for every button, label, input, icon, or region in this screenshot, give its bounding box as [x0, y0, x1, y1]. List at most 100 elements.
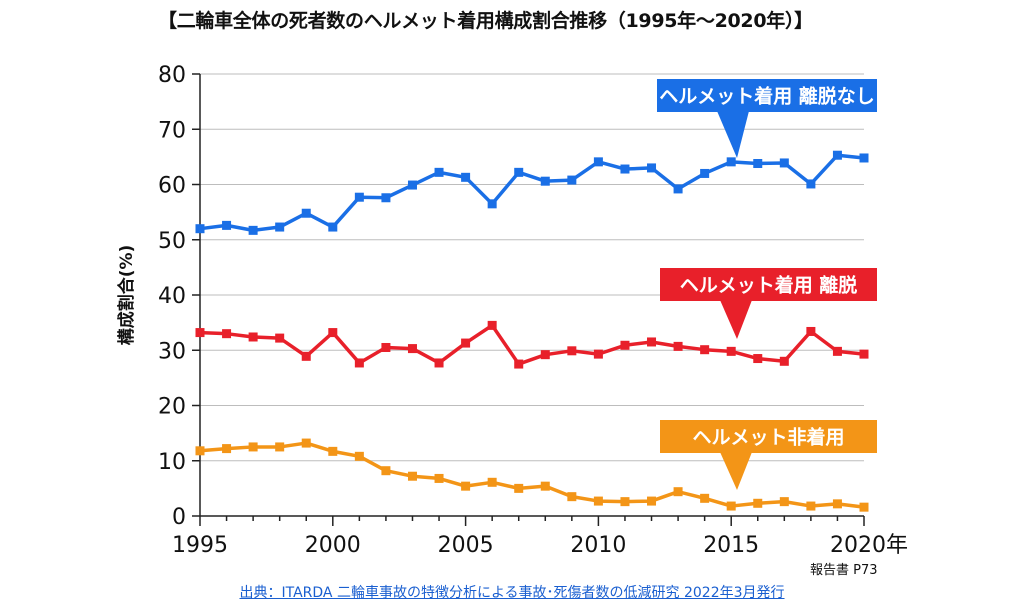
- data-point: [434, 167, 444, 177]
- x-tick-label: 2005: [438, 533, 494, 558]
- data-point: [647, 496, 657, 506]
- report-reference: 報告書 P73: [810, 563, 878, 578]
- data-point: [434, 358, 444, 368]
- data-point: [222, 444, 232, 454]
- legend-callout: ヘルメット非着用: [660, 420, 877, 490]
- data-point: [275, 333, 285, 343]
- axes-layer: 0 10 20 30 40 50 60 70 80 1995 2000 2005 2010 2015 202…: [116, 63, 908, 558]
- data-point: [647, 163, 657, 173]
- data-point: [540, 350, 550, 360]
- data-point: [381, 342, 391, 352]
- data-point: [195, 446, 205, 456]
- chart-title: 【二輪車全体の死者数のヘルメット着用構成割合推移（1995年～2020年）】: [158, 10, 813, 32]
- data-point: [726, 157, 736, 167]
- data-point: [434, 473, 444, 483]
- data-point: [726, 346, 736, 356]
- data-point: [407, 180, 417, 190]
- data-point: [779, 356, 789, 366]
- y-tick-label: 30: [158, 339, 186, 364]
- data-point: [779, 158, 789, 168]
- data-point: [514, 483, 524, 493]
- x-tick-label: 2000: [305, 533, 361, 558]
- data-point: [593, 496, 603, 506]
- y-tick-label: 20: [158, 395, 186, 420]
- data-point: [832, 499, 842, 509]
- data-point: [567, 175, 577, 185]
- data-point: [540, 481, 550, 491]
- data-point: [381, 466, 391, 476]
- data-point: [726, 501, 736, 511]
- data-point: [301, 438, 311, 448]
- data-point: [301, 351, 311, 361]
- data-point: [487, 477, 497, 487]
- data-point: [275, 222, 285, 232]
- legend-label: ヘルメット非着用: [692, 426, 844, 449]
- data-point: [195, 224, 205, 234]
- data-point: [567, 492, 577, 502]
- data-point: [673, 487, 683, 497]
- data-point: [248, 225, 258, 235]
- data-point: [275, 442, 285, 452]
- data-point: [806, 501, 816, 511]
- data-point: [328, 446, 338, 456]
- x-tick-label: 2015: [703, 533, 759, 558]
- series-line: [199, 323, 865, 366]
- data-point: [806, 326, 816, 336]
- data-point: [487, 199, 497, 209]
- data-point: [832, 346, 842, 356]
- data-point: [540, 176, 550, 186]
- legend-pointer: [717, 111, 749, 158]
- grid-layer: [200, 73, 864, 462]
- data-point: [647, 337, 657, 347]
- data-point: [461, 481, 471, 491]
- legend-box: [657, 79, 877, 112]
- data-point: [593, 157, 603, 167]
- x-tick-label: 2010: [570, 533, 626, 558]
- y-tick-label: 10: [158, 450, 186, 475]
- y-tick-label: 80: [158, 63, 186, 88]
- data-point: [753, 354, 763, 364]
- data-point: [407, 344, 417, 354]
- legend-label: ヘルメット着用 離脱なし: [659, 85, 875, 108]
- data-point: [195, 328, 205, 338]
- data-point: [354, 192, 364, 202]
- data-point: [301, 208, 311, 218]
- legend-callout: ヘルメット着用 離脱なし: [657, 79, 877, 158]
- series-line: [199, 153, 865, 233]
- line-chart: 0 10 20 30 40 50 60 70 80 1995 2000 2005 2010 2015 202…: [116, 63, 908, 558]
- legend-label: ヘルメット着用 離脱: [680, 274, 858, 297]
- legend-box: [660, 268, 877, 301]
- data-point: [859, 153, 869, 163]
- y-tick-label: 70: [158, 118, 186, 143]
- legend-pointer: [720, 300, 752, 339]
- data-point: [407, 471, 417, 481]
- legend-callout: ヘルメット着用 離脱: [660, 268, 877, 339]
- data-point: [806, 179, 816, 189]
- data-point: [859, 502, 869, 512]
- data-point: [461, 338, 471, 348]
- data-point: [859, 349, 869, 359]
- y-tick-label: 60: [158, 174, 186, 199]
- data-point: [753, 159, 763, 169]
- data-point: [673, 184, 683, 194]
- data-point: [381, 193, 391, 203]
- data-point: [514, 359, 524, 369]
- data-point: [620, 497, 630, 507]
- source-link[interactable]: 出典：ITARDA 二輪車事故の特徴分析による事故･死傷者数の低減研究 2022…: [239, 585, 785, 601]
- data-point: [354, 358, 364, 368]
- data-point: [567, 346, 577, 356]
- data-point: [248, 332, 258, 342]
- data-point: [328, 222, 338, 232]
- data-point: [354, 451, 364, 461]
- data-point: [753, 498, 763, 508]
- data-point: [700, 168, 710, 178]
- x-tick-label-end: 2020年: [830, 533, 908, 558]
- data-point: [461, 172, 471, 182]
- data-point: [620, 164, 630, 174]
- legend-box: [660, 420, 877, 453]
- data-point: [328, 328, 338, 338]
- series-layer: [195, 150, 869, 512]
- y-tick-label: 40: [158, 284, 186, 309]
- legend-pointer: [720, 452, 752, 490]
